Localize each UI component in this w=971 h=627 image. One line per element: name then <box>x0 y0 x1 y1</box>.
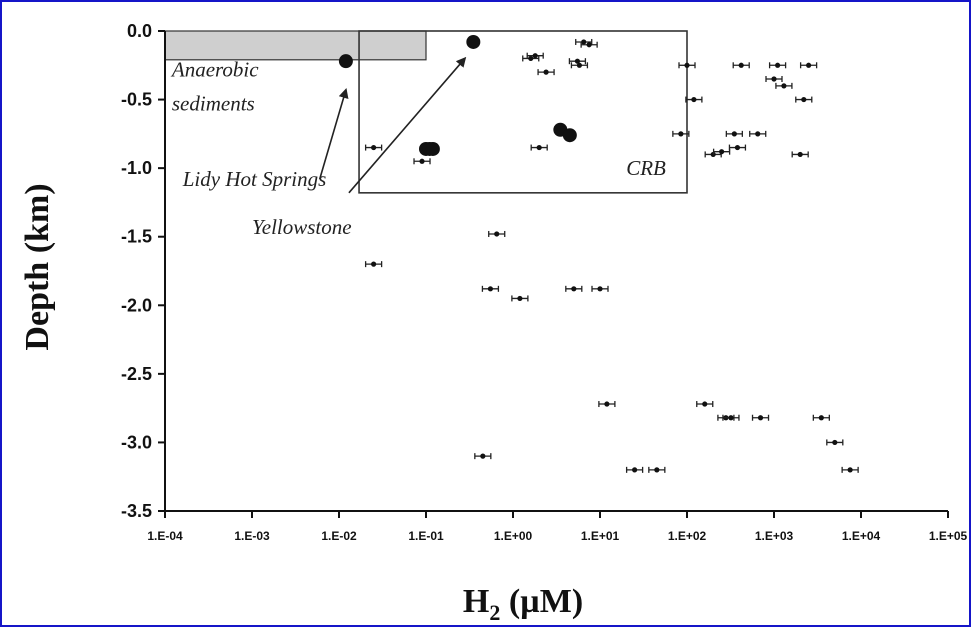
data-point <box>848 467 853 472</box>
data-point <box>654 467 659 472</box>
data-point <box>488 286 493 291</box>
y-axis-title: Depth (km) <box>19 183 56 350</box>
data-point <box>577 63 582 68</box>
data-point <box>528 56 533 61</box>
y-tick-label: -0.5 <box>121 90 152 110</box>
annotation-label: sediments <box>172 92 255 116</box>
y-tick-label: -2.0 <box>121 295 152 315</box>
data-point <box>758 415 763 420</box>
x-axis-title-base: H <box>463 583 489 620</box>
data-point <box>494 231 499 236</box>
data-point <box>480 454 485 459</box>
data-point <box>632 467 637 472</box>
data-point <box>517 296 522 301</box>
x-tick-label: 1.E+01 <box>581 529 620 543</box>
x-tick-label: 1.E-03 <box>234 529 270 543</box>
data-point-large <box>426 142 440 156</box>
data-point <box>587 42 592 47</box>
data-point <box>537 145 542 150</box>
data-point-large <box>466 35 480 49</box>
data-point <box>691 97 696 102</box>
x-tick-label: 1.E+02 <box>668 529 707 543</box>
data-point-large <box>339 54 353 68</box>
x-tick-label: 1.E+04 <box>842 529 881 543</box>
annotation-arrow <box>320 90 346 179</box>
x-axis-title-subscript: 2 <box>489 600 500 625</box>
data-point <box>739 63 744 68</box>
data-point <box>419 159 424 164</box>
data-point <box>728 415 733 420</box>
data-point <box>719 149 724 154</box>
x-tick-label: 1.E-04 <box>147 529 183 543</box>
data-point <box>604 401 609 406</box>
y-tick-label: 0.0 <box>127 21 152 41</box>
data-point <box>371 262 376 267</box>
data-point <box>571 286 576 291</box>
data-point <box>771 76 776 81</box>
data-point <box>678 131 683 136</box>
y-tick-label: -2.5 <box>121 364 152 384</box>
x-tick-label: 1.E+05 <box>929 529 968 543</box>
data-point <box>702 401 707 406</box>
x-tick-label: 1.E+00 <box>494 529 533 543</box>
data-point <box>543 70 548 75</box>
x-axis-title: H2 (µM) <box>463 583 583 625</box>
annotation-label: CRB <box>626 156 666 180</box>
x-tick-label: 1.E-01 <box>408 529 444 543</box>
x-tick-label: 1.E-02 <box>321 529 357 543</box>
annotation-label: Anaerobic <box>170 57 259 81</box>
data-point <box>755 131 760 136</box>
data-point <box>781 83 786 88</box>
data-point <box>775 63 780 68</box>
data-point <box>735 145 740 150</box>
data-point <box>801 97 806 102</box>
annotation-label: Yellowstone <box>252 215 352 239</box>
annotation-label: Lidy Hot Springs <box>182 167 327 191</box>
annotation-arrow <box>349 58 465 192</box>
y-tick-label: -3.0 <box>121 432 152 452</box>
data-point <box>684 63 689 68</box>
data-point <box>798 152 803 157</box>
data-point-large <box>563 128 577 142</box>
data-point <box>533 53 538 58</box>
x-tick-label: 1.E+03 <box>755 529 794 543</box>
data-point <box>732 131 737 136</box>
data-point <box>806 63 811 68</box>
anaerobic-sediments-region <box>165 31 426 60</box>
y-tick-label: -1.5 <box>121 227 152 247</box>
data-point <box>581 39 586 44</box>
x-axis-title-unit: (µM) <box>500 583 583 620</box>
y-tick-label: -1.0 <box>121 158 152 178</box>
data-point <box>819 415 824 420</box>
data-point <box>832 440 837 445</box>
data-point <box>371 145 376 150</box>
data-point <box>597 286 602 291</box>
y-tick-label: -3.5 <box>121 501 152 521</box>
